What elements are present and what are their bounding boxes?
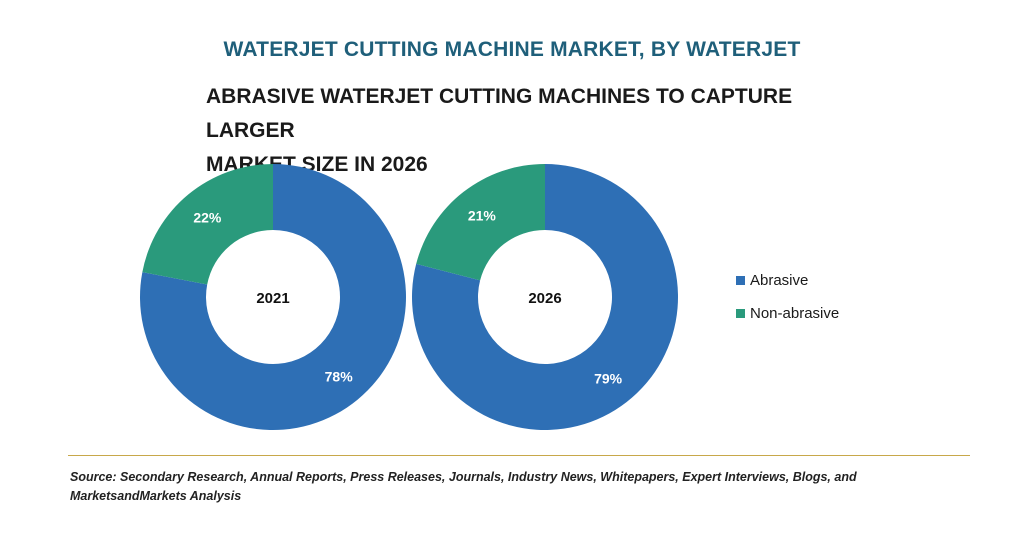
legend-label-non-abrasive: Non-abrasive xyxy=(750,304,840,322)
donut-2021-label-non-abrasive: 22% xyxy=(193,210,222,226)
legend-item-non-abrasive: Non-abrasive xyxy=(736,303,839,323)
donut-charts: 78% 22% 2021 79% 21% 2026 xyxy=(139,164,678,430)
source-divider xyxy=(68,455,970,456)
donut-2026-label-non-abrasive: 21% xyxy=(468,208,497,224)
legend-swatch-non-abrasive xyxy=(736,308,745,318)
legend-item-abrasive: Abrasive xyxy=(736,270,839,290)
chart-legend: Abrasive Non-abrasive xyxy=(736,270,839,336)
legend-label-abrasive: Abrasive xyxy=(750,271,809,289)
donut-2026-slice-non-abrasive xyxy=(416,164,545,281)
source-note: Source: Secondary Research, Annual Repor… xyxy=(70,470,857,503)
donut-2021-slice-non-abrasive xyxy=(142,164,273,285)
donut-center-label-2026: 2026 xyxy=(528,290,561,307)
donut-2021-label-abrasive: 78% xyxy=(325,368,354,384)
subtitle-line-1: ABRASIVE WATERJET CUTTING MACHINES TO CA… xyxy=(206,85,793,142)
chart-title: WATERJET CUTTING MACHINE MARKET, BY WATE… xyxy=(223,38,801,61)
donut-2026-label-abrasive: 79% xyxy=(594,370,623,386)
donut-center-label-2021: 2021 xyxy=(256,290,289,307)
donut-2026-slice-abrasive xyxy=(412,164,678,430)
donut-2021-slice-abrasive xyxy=(139,164,406,430)
legend-swatch-abrasive xyxy=(736,275,745,285)
